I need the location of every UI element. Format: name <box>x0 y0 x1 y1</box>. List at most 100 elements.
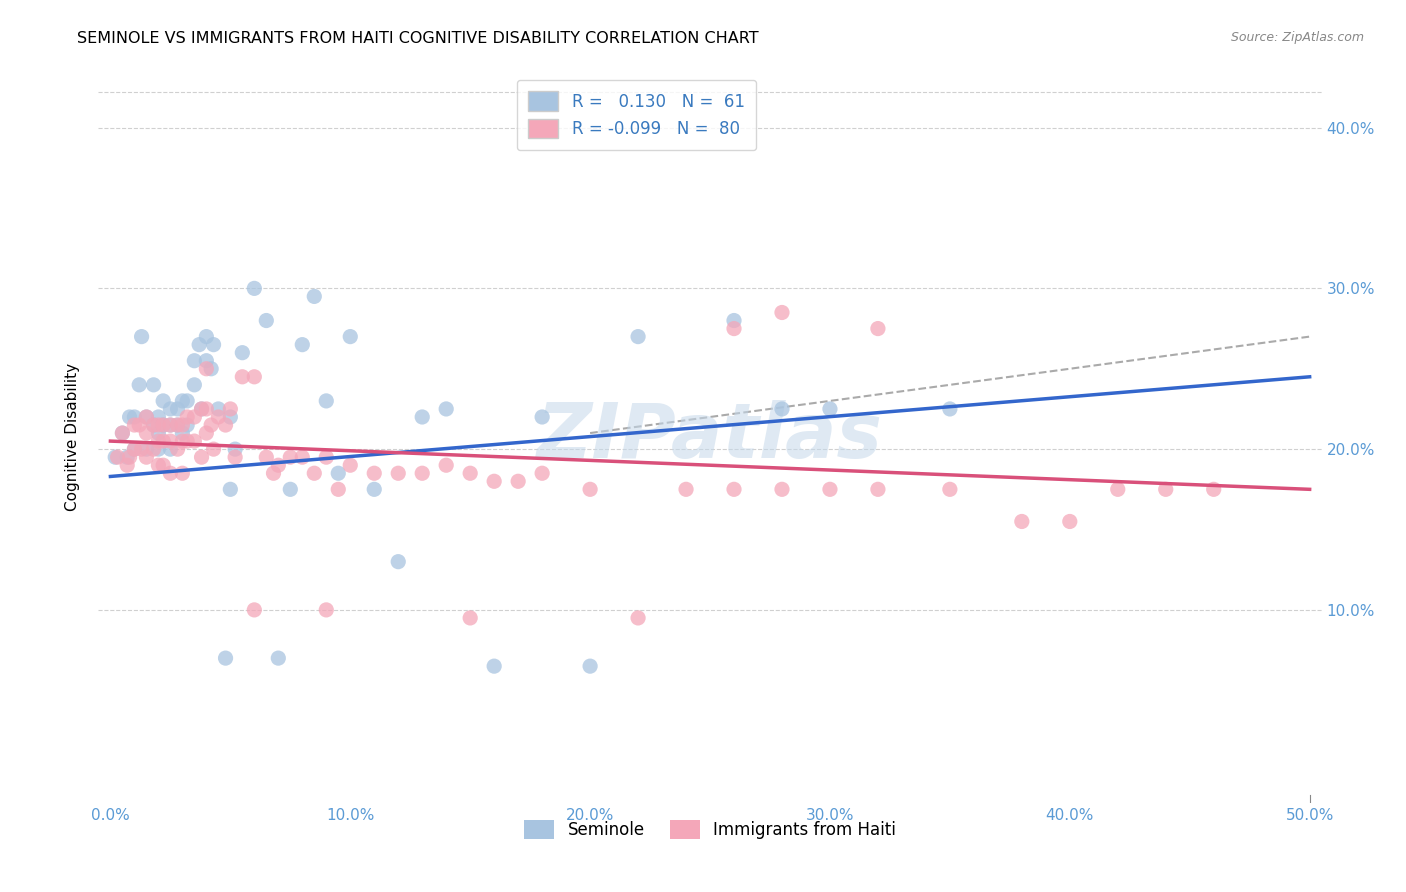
Point <box>866 321 889 335</box>
Point <box>200 417 222 432</box>
Point <box>531 409 554 424</box>
Point <box>124 417 146 432</box>
Point <box>818 483 841 497</box>
Point <box>363 467 385 481</box>
Point <box>166 417 188 432</box>
Y-axis label: Cognitive Disability: Cognitive Disability <box>65 363 80 511</box>
Point <box>254 450 277 465</box>
Point <box>723 321 745 335</box>
Point <box>202 337 225 351</box>
Point <box>627 611 650 625</box>
Point <box>1202 483 1225 497</box>
Point <box>411 409 433 424</box>
Point <box>866 483 889 497</box>
Point <box>1107 483 1129 497</box>
Point <box>328 483 350 497</box>
Point <box>1154 483 1177 497</box>
Point <box>166 417 188 432</box>
Point <box>115 450 138 465</box>
Point <box>675 483 697 497</box>
Point <box>172 425 194 440</box>
Point <box>315 603 337 617</box>
Point <box>224 450 246 465</box>
Point <box>1059 515 1081 529</box>
Point <box>115 458 138 473</box>
Point <box>770 483 793 497</box>
Point <box>207 409 229 424</box>
Point <box>723 313 745 327</box>
Point <box>176 393 198 408</box>
Point <box>219 409 242 424</box>
Point <box>231 345 253 359</box>
Point <box>339 458 361 473</box>
Text: Source: ZipAtlas.com: Source: ZipAtlas.com <box>1230 31 1364 45</box>
Point <box>939 483 962 497</box>
Point <box>939 401 962 416</box>
Point <box>135 450 157 465</box>
Point <box>195 425 218 440</box>
Point <box>278 450 301 465</box>
Point <box>219 483 242 497</box>
Point <box>159 442 181 457</box>
Point <box>124 442 146 457</box>
Point <box>135 442 157 457</box>
Point <box>195 329 218 343</box>
Text: ZIPatlas: ZIPatlas <box>537 401 883 474</box>
Point <box>328 467 350 481</box>
Point <box>176 434 198 449</box>
Point <box>176 417 198 432</box>
Point <box>219 401 242 416</box>
Point <box>148 458 170 473</box>
Point <box>195 353 218 368</box>
Point <box>172 434 194 449</box>
Point <box>152 434 174 449</box>
Point <box>159 401 181 416</box>
Point <box>508 475 530 489</box>
Point <box>166 442 188 457</box>
Point <box>770 401 793 416</box>
Point <box>363 483 385 497</box>
Point <box>176 409 198 424</box>
Point <box>315 450 337 465</box>
Point <box>818 401 841 416</box>
Point <box>291 337 314 351</box>
Point <box>267 651 290 665</box>
Point <box>723 483 745 497</box>
Point <box>202 442 225 457</box>
Point <box>434 458 457 473</box>
Point <box>579 483 602 497</box>
Point <box>183 409 205 424</box>
Point <box>231 369 253 384</box>
Point <box>111 425 134 440</box>
Point <box>387 467 409 481</box>
Point <box>172 467 194 481</box>
Point <box>214 651 236 665</box>
Point <box>142 417 165 432</box>
Point <box>128 417 150 432</box>
Point <box>482 475 505 489</box>
Point <box>207 401 229 416</box>
Point <box>482 659 505 673</box>
Point <box>315 393 337 408</box>
Point <box>243 369 266 384</box>
Point <box>458 467 481 481</box>
Point <box>224 442 246 457</box>
Point <box>304 289 326 303</box>
Point <box>172 393 194 408</box>
Point <box>291 450 314 465</box>
Point <box>627 329 650 343</box>
Point <box>243 281 266 295</box>
Point <box>142 417 165 432</box>
Point <box>411 467 433 481</box>
Point <box>159 434 181 449</box>
Point <box>195 401 218 416</box>
Point <box>278 483 301 497</box>
Point <box>579 659 602 673</box>
Point <box>263 467 285 481</box>
Point <box>131 442 153 457</box>
Point <box>243 603 266 617</box>
Point <box>159 417 181 432</box>
Point <box>128 377 150 392</box>
Point <box>142 377 165 392</box>
Point <box>339 329 361 343</box>
